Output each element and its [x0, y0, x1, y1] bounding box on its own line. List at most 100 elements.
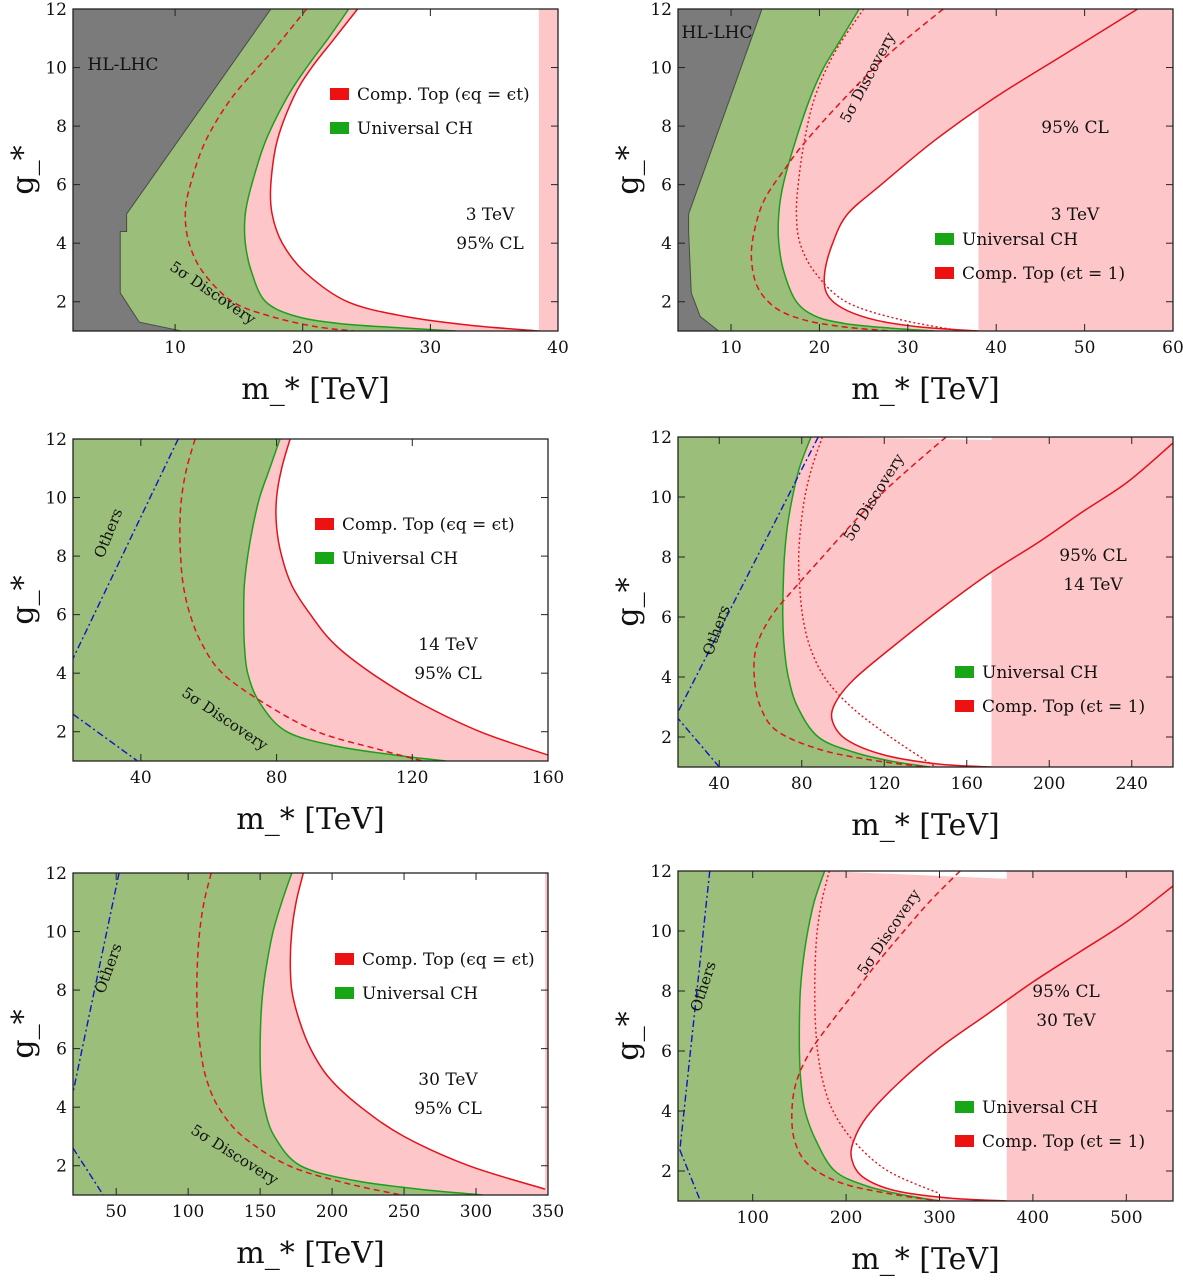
x-tick-label: 160: [532, 768, 564, 788]
x-tick-label: 200: [830, 1208, 862, 1228]
x-tick-label: 500: [1110, 1208, 1142, 1228]
y-tick-label: 2: [661, 1162, 672, 1182]
x-tick-label: 400: [1017, 1208, 1049, 1228]
x-axis-label: m_* [TeV]: [851, 1242, 1000, 1277]
legend-swatch: [315, 552, 334, 564]
x-tick-label: 50: [1074, 338, 1096, 358]
legend-swatch: [330, 122, 349, 134]
legend-label: Comp. Top (ϵt = 1): [962, 264, 1125, 284]
discovery-line: [196, 873, 402, 1195]
y-axis-label: g_*: [611, 145, 646, 194]
y-tick-label: 8: [661, 548, 672, 568]
discovery-line: [184, 9, 354, 331]
chart-panel-6: 100 200 300 400 500 2 4 6 8 10 12 m_* [TeV] g_* Unive…: [611, 862, 1174, 1277]
y-tick-label: 2: [56, 723, 67, 743]
universal-ch-line: [777, 9, 935, 331]
annotation-label: 30 TeV: [418, 1070, 478, 1090]
plot-frame: [677, 8, 1174, 332]
legend-label: Universal CH: [982, 663, 1098, 683]
y-tick-label: 6: [661, 608, 672, 628]
x-tick-label: 60: [1162, 338, 1183, 358]
annotation-label: 95% CL: [456, 234, 524, 254]
others-line-low: [678, 717, 720, 767]
plot-frame: [72, 8, 559, 332]
annotation-label: 14 TeV: [1063, 575, 1123, 595]
legend-swatch: [330, 88, 349, 100]
x-tick-label: 40: [985, 338, 1007, 358]
legend-swatch: [935, 233, 954, 245]
chart-panel-2: 10 20 30 40 50 60 2 4 6 8 10 12 m_* [TeV] g_* Universa…: [611, 0, 1183, 407]
y-tick-label: 2: [661, 728, 672, 748]
legend-swatch: [935, 267, 954, 279]
plot-frame: [72, 872, 549, 1196]
x-tick-label: 80: [791, 774, 813, 794]
x-tick-label: 240: [1116, 774, 1148, 794]
universal-ch-region: [73, 873, 484, 1195]
x-tick-label: 30: [897, 338, 919, 358]
annotation-label: 95% CL: [414, 1099, 482, 1119]
comp-top-line: [850, 885, 1173, 1201]
annotation-label: 95% CL: [414, 664, 482, 684]
y-tick-label: 10: [45, 489, 67, 509]
annotation-label: 3 TeV: [466, 205, 515, 225]
universal-ch-region: [678, 871, 940, 1201]
y-tick-label: 6: [661, 176, 672, 196]
y-tick-label: 12: [650, 862, 672, 882]
universal-ch-region: [73, 439, 447, 761]
legend-swatch: [955, 666, 974, 678]
legend-label: Comp. Top (ϵq = ϵt): [362, 950, 535, 970]
legend-label: Universal CH: [982, 1098, 1098, 1118]
y-tick-label: 4: [661, 1102, 672, 1122]
x-axis-label: m_* [TeV]: [851, 372, 1000, 407]
y-tick-label: 6: [661, 1042, 672, 1062]
legend-label: Universal CH: [357, 119, 473, 139]
discovery-line-dotted: [797, 437, 937, 767]
x-tick-label: 120: [868, 774, 900, 794]
x-tick-label: 10: [720, 338, 742, 358]
y-tick-label: 10: [45, 59, 67, 79]
annotation-label: 3 TeV: [1051, 205, 1100, 225]
plot-frame: [677, 870, 1174, 1202]
y-tick-label: 6: [56, 606, 67, 626]
universal-ch-line: [242, 439, 447, 761]
y-tick-label: 10: [45, 923, 67, 943]
y-tick-label: 8: [661, 117, 672, 137]
discovery-line-dotted: [795, 9, 962, 331]
chart-panel-4: 40 80 120 160 200 240 2 4 6 8 10 12 m_* [TeV] g_* Univ…: [611, 428, 1174, 843]
legend-label: Comp. Top (ϵt = 1): [982, 697, 1145, 717]
y-tick-label: 6: [56, 176, 67, 196]
y-tick-label: 4: [661, 668, 672, 688]
y-axis-label: g_*: [611, 1011, 646, 1060]
y-axis-label: g_*: [611, 577, 646, 626]
annotation-label: 14 TeV: [418, 635, 478, 655]
y-axis-label: g_*: [6, 575, 41, 624]
discovery-line: [791, 871, 961, 1201]
comp-top-line: [269, 9, 539, 331]
x-axis-label: m_* [TeV]: [241, 372, 390, 407]
x-tick-label: 20: [809, 338, 831, 358]
legend-swatch: [955, 1135, 974, 1147]
y-tick-label: 12: [45, 864, 67, 884]
chart-panel-1: 10 20 30 40 2 4 6 8 10 12 m_* [TeV] g_* Comp. Top (ϵ…: [6, 0, 569, 407]
legend-swatch: [315, 518, 334, 530]
comp-top-region: [799, 871, 1173, 1201]
plot-frame: [677, 436, 1174, 768]
x-tick-label: 250: [388, 1202, 420, 1222]
comp-top-line: [823, 9, 1138, 331]
comp-top-region: [778, 9, 1173, 331]
comp-top-line: [275, 439, 548, 756]
others-line: [73, 873, 120, 1093]
x-axis-label: m_* [TeV]: [236, 802, 385, 837]
x-tick-label: 200: [1033, 774, 1065, 794]
x-axis-label: m_* [TeV]: [851, 808, 1000, 843]
y-tick-label: 10: [650, 922, 672, 942]
legend-label: Universal CH: [962, 230, 1078, 250]
x-tick-label: 40: [708, 774, 730, 794]
x-tick-label: 100: [172, 1202, 204, 1222]
annotation-label: HL-LHC: [88, 55, 159, 75]
discovery-line: [750, 9, 944, 331]
y-tick-label: 12: [45, 430, 67, 450]
legend-label: Universal CH: [342, 549, 458, 569]
universal-ch-line: [798, 871, 940, 1201]
